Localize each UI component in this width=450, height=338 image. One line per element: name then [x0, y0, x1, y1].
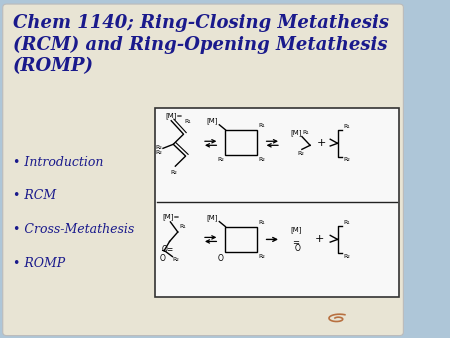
- Text: +: +: [315, 235, 324, 244]
- FancyBboxPatch shape: [3, 4, 403, 336]
- Text: R₂: R₂: [258, 158, 265, 163]
- Text: R₂: R₂: [258, 254, 265, 259]
- Text: Chem 1140; Ring-Closing Metathesis
(RCM) and Ring-Opening Metathesis
(ROMP): Chem 1140; Ring-Closing Metathesis (RCM)…: [13, 14, 389, 75]
- Text: =: =: [292, 238, 299, 247]
- Text: R₂: R₂: [343, 158, 350, 163]
- Text: O: O: [159, 254, 165, 263]
- Text: • Introduction: • Introduction: [13, 155, 104, 169]
- Text: R₂: R₂: [155, 150, 162, 155]
- Text: R₁: R₁: [258, 123, 265, 128]
- Text: R₂: R₂: [155, 145, 162, 150]
- Text: [M]=: [M]=: [162, 214, 180, 220]
- Text: • RCM: • RCM: [13, 189, 56, 202]
- Bar: [155, 108, 399, 297]
- Text: [M]=: [M]=: [165, 112, 182, 119]
- Text: +: +: [316, 138, 326, 148]
- Text: R₁: R₁: [303, 130, 310, 135]
- Text: R₁: R₁: [343, 220, 350, 225]
- Text: R₁: R₁: [258, 220, 265, 225]
- Text: R₂: R₂: [343, 254, 350, 259]
- Text: R₁: R₁: [185, 119, 192, 124]
- Text: • ROMP: • ROMP: [13, 257, 65, 269]
- Text: [M]: [M]: [207, 117, 218, 124]
- Text: • Cross-Metathesis: • Cross-Metathesis: [13, 223, 134, 236]
- Text: [M]: [M]: [290, 226, 302, 233]
- Text: O: O: [218, 254, 224, 263]
- Text: R₂: R₂: [170, 170, 177, 174]
- Text: R₂: R₂: [298, 151, 305, 156]
- Text: R₁: R₁: [343, 124, 350, 129]
- Text: R₂: R₂: [217, 158, 224, 163]
- Text: O=: O=: [162, 245, 174, 254]
- Text: R₂: R₂: [172, 257, 179, 262]
- Text: [M]: [M]: [290, 129, 302, 136]
- Text: [M]: [M]: [207, 214, 218, 221]
- Text: R₁: R₁: [180, 224, 186, 228]
- Text: O: O: [294, 244, 300, 253]
